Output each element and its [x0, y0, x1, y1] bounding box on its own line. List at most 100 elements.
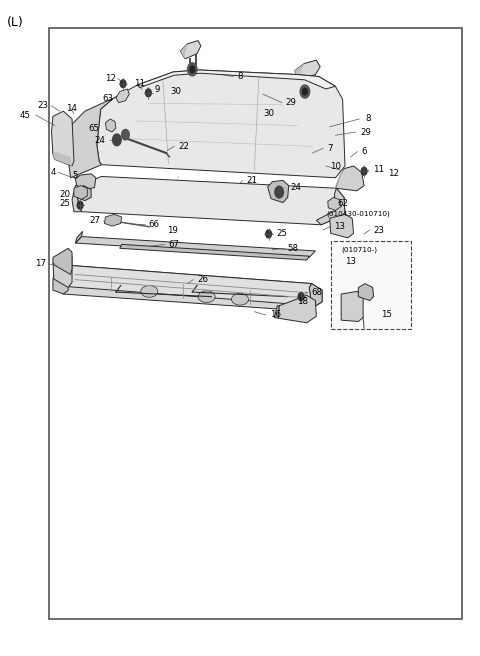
Text: 21: 21: [247, 176, 258, 185]
Polygon shape: [180, 41, 201, 59]
Polygon shape: [75, 232, 83, 243]
Text: 9: 9: [154, 85, 159, 94]
Polygon shape: [106, 119, 116, 132]
Text: 6: 6: [361, 147, 367, 156]
Polygon shape: [180, 44, 188, 59]
Text: 17: 17: [35, 260, 46, 268]
Polygon shape: [54, 265, 322, 311]
Polygon shape: [295, 60, 320, 80]
Text: 58: 58: [288, 244, 299, 253]
Polygon shape: [116, 89, 129, 102]
Polygon shape: [231, 293, 249, 305]
Text: 10: 10: [330, 161, 341, 171]
Polygon shape: [120, 245, 309, 260]
Text: 12: 12: [105, 74, 116, 83]
Polygon shape: [78, 176, 345, 225]
Bar: [49, 28, 462, 619]
Circle shape: [302, 89, 307, 95]
Polygon shape: [53, 265, 68, 294]
Text: (010430-010710): (010430-010710): [326, 211, 390, 217]
Text: 16: 16: [270, 310, 281, 319]
Circle shape: [298, 293, 304, 300]
Polygon shape: [359, 283, 373, 300]
Text: 30: 30: [263, 110, 274, 118]
Polygon shape: [54, 265, 312, 305]
Polygon shape: [54, 265, 68, 285]
Polygon shape: [74, 186, 87, 199]
Text: 23: 23: [373, 226, 384, 234]
Text: 45: 45: [20, 111, 31, 119]
Text: 12: 12: [388, 169, 399, 178]
Polygon shape: [51, 111, 74, 166]
Polygon shape: [75, 237, 315, 257]
Polygon shape: [198, 291, 215, 302]
Circle shape: [145, 89, 151, 96]
Polygon shape: [53, 249, 72, 274]
Text: 13: 13: [334, 222, 345, 232]
Text: 66: 66: [148, 220, 159, 230]
Text: 23: 23: [37, 102, 48, 110]
Polygon shape: [278, 295, 316, 323]
Polygon shape: [275, 306, 279, 318]
Text: 4: 4: [51, 168, 56, 177]
Text: 11: 11: [134, 79, 145, 88]
Circle shape: [300, 85, 310, 98]
Text: 25: 25: [60, 199, 71, 209]
Circle shape: [120, 80, 126, 88]
Text: 24: 24: [95, 136, 106, 145]
Text: 22: 22: [178, 142, 189, 151]
Text: 27: 27: [90, 216, 101, 226]
Text: (L): (L): [7, 16, 24, 29]
Text: 25: 25: [276, 229, 287, 237]
Text: 68: 68: [312, 287, 323, 297]
Circle shape: [121, 129, 129, 140]
Polygon shape: [306, 283, 322, 311]
Circle shape: [113, 134, 121, 146]
Text: 8: 8: [238, 72, 243, 81]
Text: 30: 30: [171, 87, 182, 96]
Polygon shape: [341, 291, 363, 321]
Polygon shape: [335, 169, 344, 188]
Text: 24: 24: [290, 183, 301, 192]
Text: 15: 15: [381, 310, 392, 319]
Text: 11: 11: [372, 165, 384, 174]
Circle shape: [190, 66, 195, 73]
Polygon shape: [141, 285, 158, 297]
Polygon shape: [68, 98, 114, 178]
Polygon shape: [72, 186, 82, 212]
Polygon shape: [137, 70, 336, 89]
Text: 7: 7: [327, 144, 332, 153]
Polygon shape: [105, 215, 121, 226]
Circle shape: [188, 63, 197, 76]
Text: 14: 14: [66, 104, 77, 113]
Polygon shape: [77, 186, 91, 201]
Text: 8: 8: [365, 114, 371, 123]
Text: 62: 62: [338, 199, 349, 209]
Bar: [331, 241, 411, 329]
Text: (010710-): (010710-): [341, 247, 377, 253]
Text: 18: 18: [297, 297, 308, 306]
Polygon shape: [316, 188, 345, 225]
Text: 5: 5: [72, 171, 77, 180]
Polygon shape: [268, 180, 288, 203]
Circle shape: [77, 201, 83, 209]
Circle shape: [275, 186, 283, 198]
Polygon shape: [295, 64, 304, 80]
Text: 67: 67: [168, 240, 180, 249]
Text: 26: 26: [197, 275, 208, 284]
Text: 29: 29: [360, 127, 371, 136]
Circle shape: [361, 167, 367, 175]
Polygon shape: [330, 215, 354, 238]
Circle shape: [266, 230, 272, 238]
Polygon shape: [336, 166, 364, 191]
Text: 63: 63: [103, 94, 114, 103]
Polygon shape: [75, 174, 96, 190]
Text: 19: 19: [168, 226, 179, 234]
Text: 29: 29: [285, 98, 296, 107]
Text: 13: 13: [345, 257, 356, 266]
Polygon shape: [53, 251, 72, 287]
Polygon shape: [53, 152, 72, 166]
Polygon shape: [328, 197, 341, 211]
Text: 65: 65: [88, 123, 99, 133]
Text: 20: 20: [60, 190, 71, 199]
